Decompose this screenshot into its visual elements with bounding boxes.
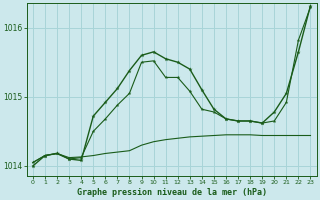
X-axis label: Graphe pression niveau de la mer (hPa): Graphe pression niveau de la mer (hPa): [77, 188, 267, 197]
